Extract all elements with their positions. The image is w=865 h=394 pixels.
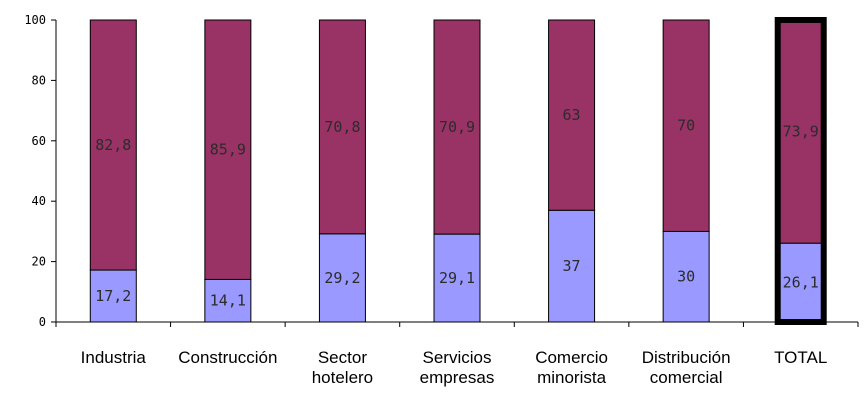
bar-segment-lower bbox=[777, 242, 825, 323]
category-label-line: Construcción bbox=[178, 348, 278, 367]
category-label-line: empresas bbox=[419, 368, 495, 387]
data-label: 14,1 bbox=[210, 292, 246, 310]
data-label: 73,9 bbox=[783, 123, 819, 141]
data-label: 37 bbox=[563, 257, 581, 275]
bar-segment-lower bbox=[548, 209, 596, 323]
category-label-line: minorista bbox=[537, 368, 607, 387]
category-label-line: TOTAL bbox=[774, 348, 828, 367]
data-label: 85,9 bbox=[210, 141, 246, 159]
category-label: Distribución comercial bbox=[626, 348, 746, 388]
category-label: TOTAL bbox=[741, 348, 861, 368]
y-tick-label: 40 bbox=[32, 194, 46, 208]
bar-segment-upper bbox=[433, 19, 481, 235]
category-label: Construcción bbox=[168, 348, 288, 368]
data-label: 70,8 bbox=[324, 118, 360, 136]
bar-segment-lower bbox=[89, 269, 137, 323]
data-label: 70 bbox=[677, 117, 695, 135]
bar-segment-upper bbox=[318, 19, 366, 235]
data-label: 17,2 bbox=[95, 287, 131, 305]
category-label: Industria bbox=[53, 348, 173, 368]
data-label: 70,9 bbox=[439, 118, 475, 136]
bar-segment-lower bbox=[318, 233, 366, 323]
category-label-line: Industria bbox=[80, 348, 146, 367]
y-tick-label: 20 bbox=[32, 255, 46, 269]
y-tick-label: 0 bbox=[39, 315, 46, 329]
category-label-line: Comercio bbox=[535, 348, 608, 367]
category-label: Comercio minorista bbox=[512, 348, 632, 388]
y-tick-label: 60 bbox=[32, 134, 46, 148]
total-highlight-frame bbox=[774, 17, 827, 325]
data-label: 29,1 bbox=[439, 269, 475, 287]
category-label-line: comercial bbox=[649, 368, 723, 387]
bar-segment-upper bbox=[204, 19, 252, 280]
data-label: 63 bbox=[563, 106, 581, 124]
category-label-line: Distribución bbox=[641, 348, 731, 367]
bar-segment-upper bbox=[777, 19, 825, 244]
bar-segment-lower bbox=[204, 278, 252, 323]
bar-segment-upper bbox=[662, 19, 710, 232]
category-label-line: hotelero bbox=[311, 368, 374, 387]
category-label: Servicios empresas bbox=[397, 348, 517, 388]
category-label-line: Sector bbox=[317, 348, 367, 367]
bar-segment-upper bbox=[548, 19, 596, 211]
bar-segment-lower bbox=[662, 230, 710, 323]
bar-segment-upper bbox=[89, 19, 137, 271]
y-tick-label: 80 bbox=[32, 73, 46, 87]
category-label: Sector hotelero bbox=[282, 348, 402, 388]
data-label: 82,8 bbox=[95, 136, 131, 154]
data-label: 30 bbox=[677, 268, 695, 286]
category-label-line: Servicios bbox=[422, 348, 492, 367]
data-label: 26,1 bbox=[783, 274, 819, 292]
y-tick-label: 100 bbox=[24, 13, 46, 27]
data-label: 29,2 bbox=[324, 269, 360, 287]
